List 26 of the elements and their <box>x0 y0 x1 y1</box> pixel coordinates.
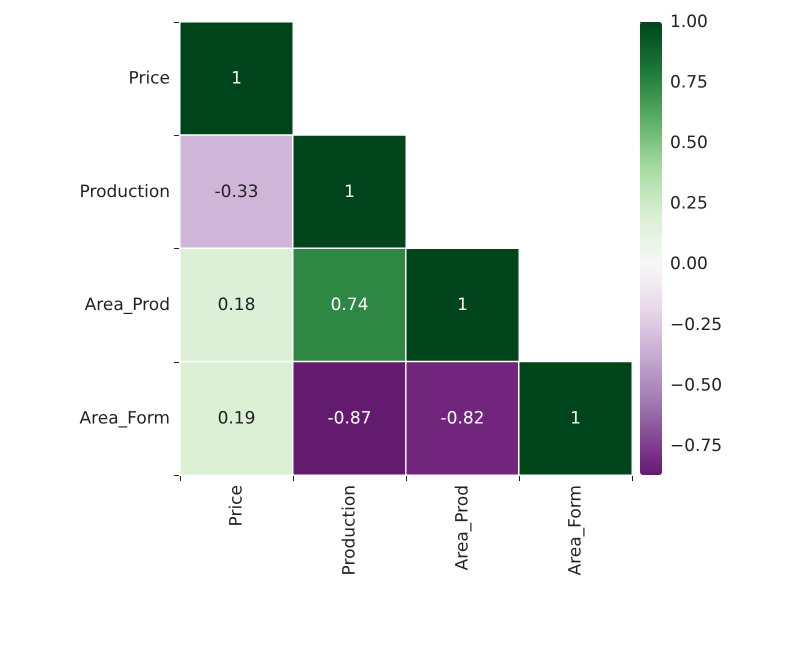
x-tick-label: Area_Prod <box>452 485 472 570</box>
data-label: 1 <box>344 182 355 202</box>
data-label: 1 <box>457 295 468 316</box>
color-bar-label: 0.00 <box>670 254 708 274</box>
color-bar-label: −0.50 <box>670 375 722 396</box>
y-tick-label: Area_Prod <box>84 295 170 316</box>
x-tick-label: Production <box>340 485 360 576</box>
color-bar-label: 0.25 <box>670 194 708 214</box>
data-label: 0.18 <box>218 295 256 316</box>
data-label: 0.74 <box>330 295 368 316</box>
color-bar-label: −0.25 <box>670 314 722 335</box>
y-tick-label: Price <box>128 68 170 89</box>
x-tick-label: Price <box>226 485 246 526</box>
y-tick-label: Production <box>80 182 170 202</box>
data-label: -0.82 <box>440 408 484 428</box>
color-bar-label: 0.50 <box>670 133 708 154</box>
color-bar-label: 1.00 <box>670 12 708 32</box>
y-tick-label: Area_Form <box>80 408 170 428</box>
data-label: -0.87 <box>328 408 372 428</box>
data-label: -0.33 <box>214 182 258 202</box>
data-label: 0.19 <box>218 408 256 428</box>
color-bar-label: 0.75 <box>670 72 708 93</box>
data-label: 1 <box>231 68 242 89</box>
color-bar-label: −0.75 <box>670 436 722 456</box>
x-tick-label: Area_Form <box>566 485 586 576</box>
data-label: 1 <box>570 408 581 428</box>
